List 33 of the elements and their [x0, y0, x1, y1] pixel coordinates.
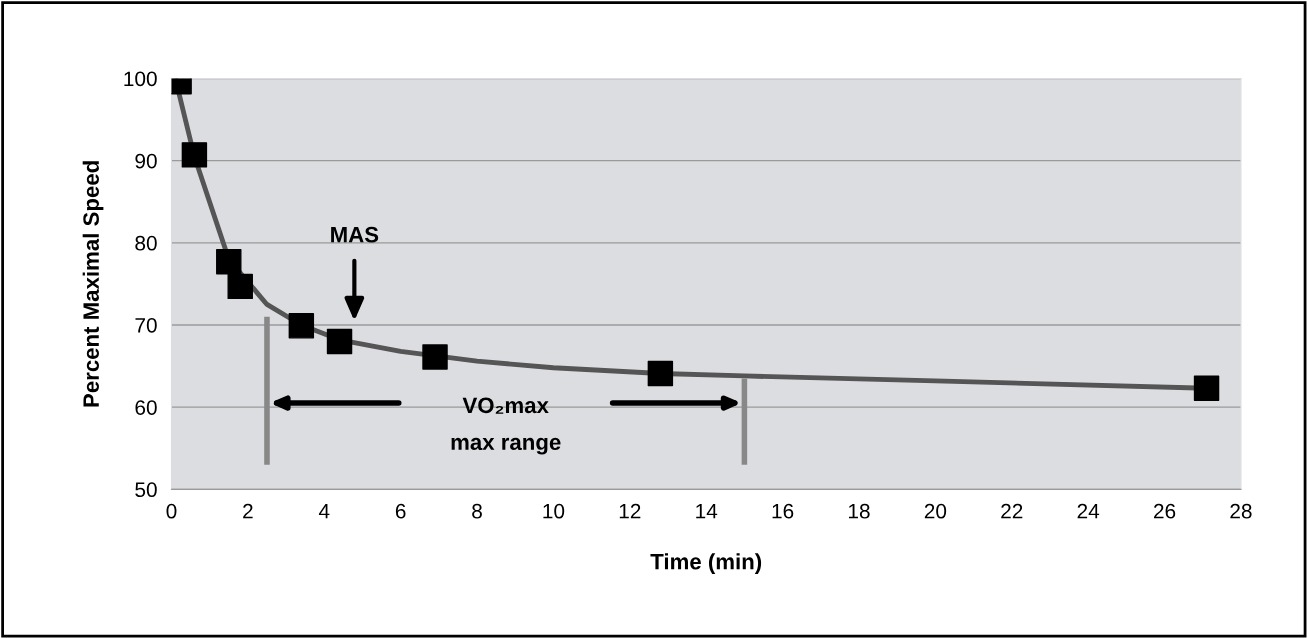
x-tick-label: 8 [472, 503, 482, 519]
x-tick-label: 28 [1230, 503, 1252, 519]
y-tick-label: 60 [135, 400, 157, 415]
x-tick-label: 22 [1001, 503, 1023, 519]
y-axis-title: Percent Maximal Speed [82, 161, 104, 407]
x-tick-label: 20 [924, 503, 947, 519]
y-tick-label: 80 [135, 235, 157, 251]
y-tick-label: 50 [135, 482, 157, 498]
annotation: MAS [331, 226, 379, 243]
point [326, 328, 353, 355]
x-tick-label: 14 [696, 504, 718, 519]
x-tick-label: 6 [395, 503, 406, 519]
x-tick-label: 16 [772, 503, 794, 519]
x-tick-label: 2 [243, 503, 253, 519]
point [227, 273, 253, 300]
point [288, 313, 315, 339]
point [647, 360, 674, 387]
x-tick-label: 0 [166, 503, 177, 519]
point [216, 248, 242, 275]
point [422, 344, 448, 370]
y-tick-label: 90 [135, 153, 157, 169]
y-tick-label: 100 [124, 71, 157, 87]
x-tick-label: 10 [543, 503, 565, 519]
x-tick-label: 18 [848, 503, 870, 519]
x-tick-label: 26 [1154, 503, 1176, 519]
point [181, 142, 208, 168]
annotation: VO₂max max range [451, 397, 561, 455]
x-tick-label: 4 [318, 504, 330, 519]
x-tick-label: 12 [619, 503, 641, 519]
x-tick-label: 24 [1077, 503, 1100, 519]
x-axis-title: Time (min) [650, 553, 762, 574]
y-tick-label: 70 [135, 318, 157, 333]
point [1193, 375, 1220, 401]
